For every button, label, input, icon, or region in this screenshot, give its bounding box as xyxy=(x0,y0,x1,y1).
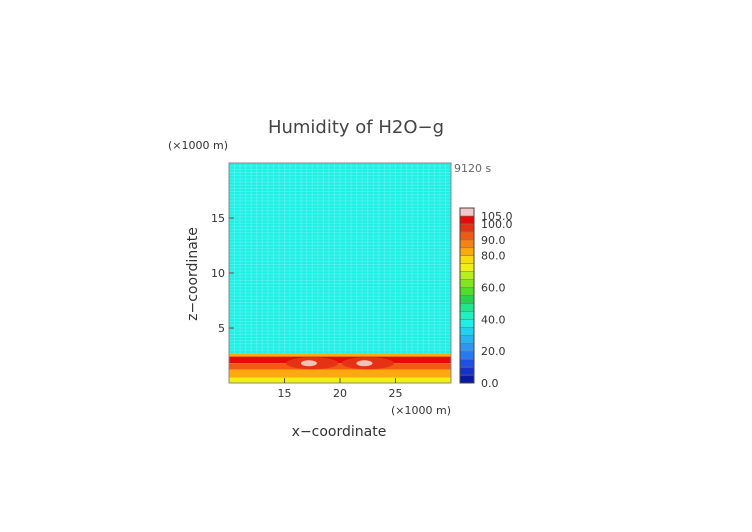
plume-core-1 xyxy=(300,360,317,367)
heatmap-band-upper-air xyxy=(229,163,451,354)
colorbar-label: 60.0 xyxy=(481,282,506,295)
colorbar-swatch xyxy=(459,342,475,352)
colorbar-frame xyxy=(459,207,475,384)
colorbar-label: 40.0 xyxy=(481,313,506,326)
heatmap-band-cloud-top-band xyxy=(229,353,451,357)
colorbar-swatch xyxy=(459,358,475,368)
y-tick-label: 10 xyxy=(211,267,225,280)
colorbar-swatch xyxy=(459,311,475,320)
x-unit-label: (×1000 m) xyxy=(391,404,451,417)
colorbar-swatch xyxy=(459,207,475,217)
colorbar-swatch xyxy=(459,223,475,233)
x-axis-label: x−coordinate xyxy=(292,424,387,440)
y-tick-label: 5 xyxy=(218,322,225,335)
x-tick-label: 25 xyxy=(389,387,403,400)
colorbar-swatch xyxy=(459,303,475,312)
colorbar-swatch xyxy=(459,231,475,241)
colorbar-label: 20.0 xyxy=(481,345,506,358)
colorbar-label: 105.0 xyxy=(481,210,513,223)
colorbar-swatch xyxy=(459,327,475,336)
colorbar-label: 0.0 xyxy=(481,377,499,390)
colorbar-swatch xyxy=(459,271,475,280)
colorbar-swatch xyxy=(459,279,475,288)
y-tick-label: 15 xyxy=(211,212,225,225)
y-unit-label: (×1000 m) xyxy=(168,139,228,152)
colorbar-swatch xyxy=(459,295,475,304)
axis-ticks: 15 20 25 5 10 15 xyxy=(211,212,403,400)
plot-area xyxy=(228,162,452,384)
colorbar-swatch xyxy=(459,247,475,256)
colorbar-swatch xyxy=(459,239,475,249)
colorbar-label: 90.0 xyxy=(481,234,506,247)
x-tick-label: 15 xyxy=(278,387,292,400)
colorbar-swatch xyxy=(459,366,475,376)
time-label: 9120 s xyxy=(454,162,491,175)
colorbar-swatch xyxy=(459,350,475,360)
colorbar-swatch xyxy=(459,255,475,264)
colorbar-swatch xyxy=(459,335,475,344)
colorbar-swatch xyxy=(459,215,475,225)
colorbar-label: 100.0 xyxy=(481,218,513,231)
colorbar-swatch xyxy=(459,374,475,384)
heatmap-band-lower-band xyxy=(229,369,451,378)
chart-title: Humidity of H2O−g xyxy=(268,117,444,138)
heatmap-band-mid-band xyxy=(229,363,451,370)
y-axis-label: z−coordinate xyxy=(185,227,201,321)
heatmap-band-saturated-layer xyxy=(229,356,451,364)
colorbar-swatch xyxy=(459,287,475,296)
x-tick-label: 20 xyxy=(333,387,347,400)
colorbar-swatch xyxy=(459,319,475,328)
colorbar-label: 80.0 xyxy=(481,250,506,263)
colorbar-swatch xyxy=(459,263,475,272)
plume-core-2 xyxy=(356,360,373,367)
